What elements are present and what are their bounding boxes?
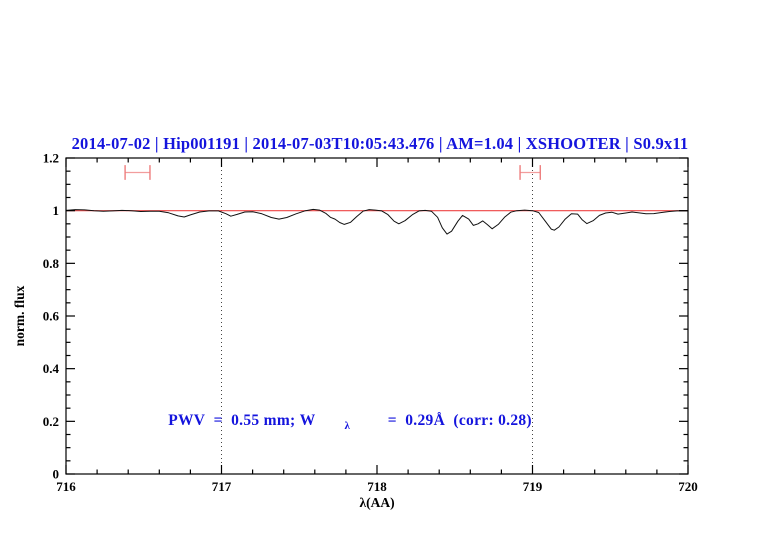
axes-layer: 716 717 718 719 720 0 0.2 0.4 0.6 0.8 1 1.2 xyxy=(43,151,698,495)
annotation-text-pre: PWV = 0.55 mm; W xyxy=(168,412,315,429)
y-tick-label: 1 xyxy=(53,203,60,218)
y-tick-label: 0.6 xyxy=(43,309,60,324)
data-series-layer xyxy=(65,165,688,235)
annotation-lambda-subscript: λ xyxy=(344,420,350,432)
annotation-text-post: = 0.29Å (corr: 0.28) xyxy=(379,412,531,429)
band-errorbar-marker xyxy=(124,165,151,180)
x-tick-label: 717 xyxy=(212,479,232,494)
y-tick-label: 0 xyxy=(53,467,60,482)
y-tick-label: 1.2 xyxy=(43,151,59,166)
y-axis-label: norm. flux xyxy=(12,285,27,346)
band-errorbar-marker xyxy=(519,165,541,180)
observed-spectrum-line xyxy=(65,208,688,235)
x-axis-label: λ(AA) xyxy=(359,495,394,510)
x-tick-label: 719 xyxy=(523,479,543,494)
plot-header-title: 2014-07-02 | Hip001191 | 2014-07-03T10:0… xyxy=(72,134,689,153)
pwv-annotation: PWV = 0.55 mm; W λ = 0.29Å (corr: 0.28) xyxy=(139,412,553,433)
y-tick-label: 0.4 xyxy=(43,361,60,376)
x-tick-label: 720 xyxy=(678,479,698,494)
x-tick-label: 716 xyxy=(56,479,76,494)
x-tick-label: 718 xyxy=(367,479,387,494)
y-tick-label: 0.8 xyxy=(43,256,60,271)
y-tick-label: 0.2 xyxy=(43,414,59,429)
